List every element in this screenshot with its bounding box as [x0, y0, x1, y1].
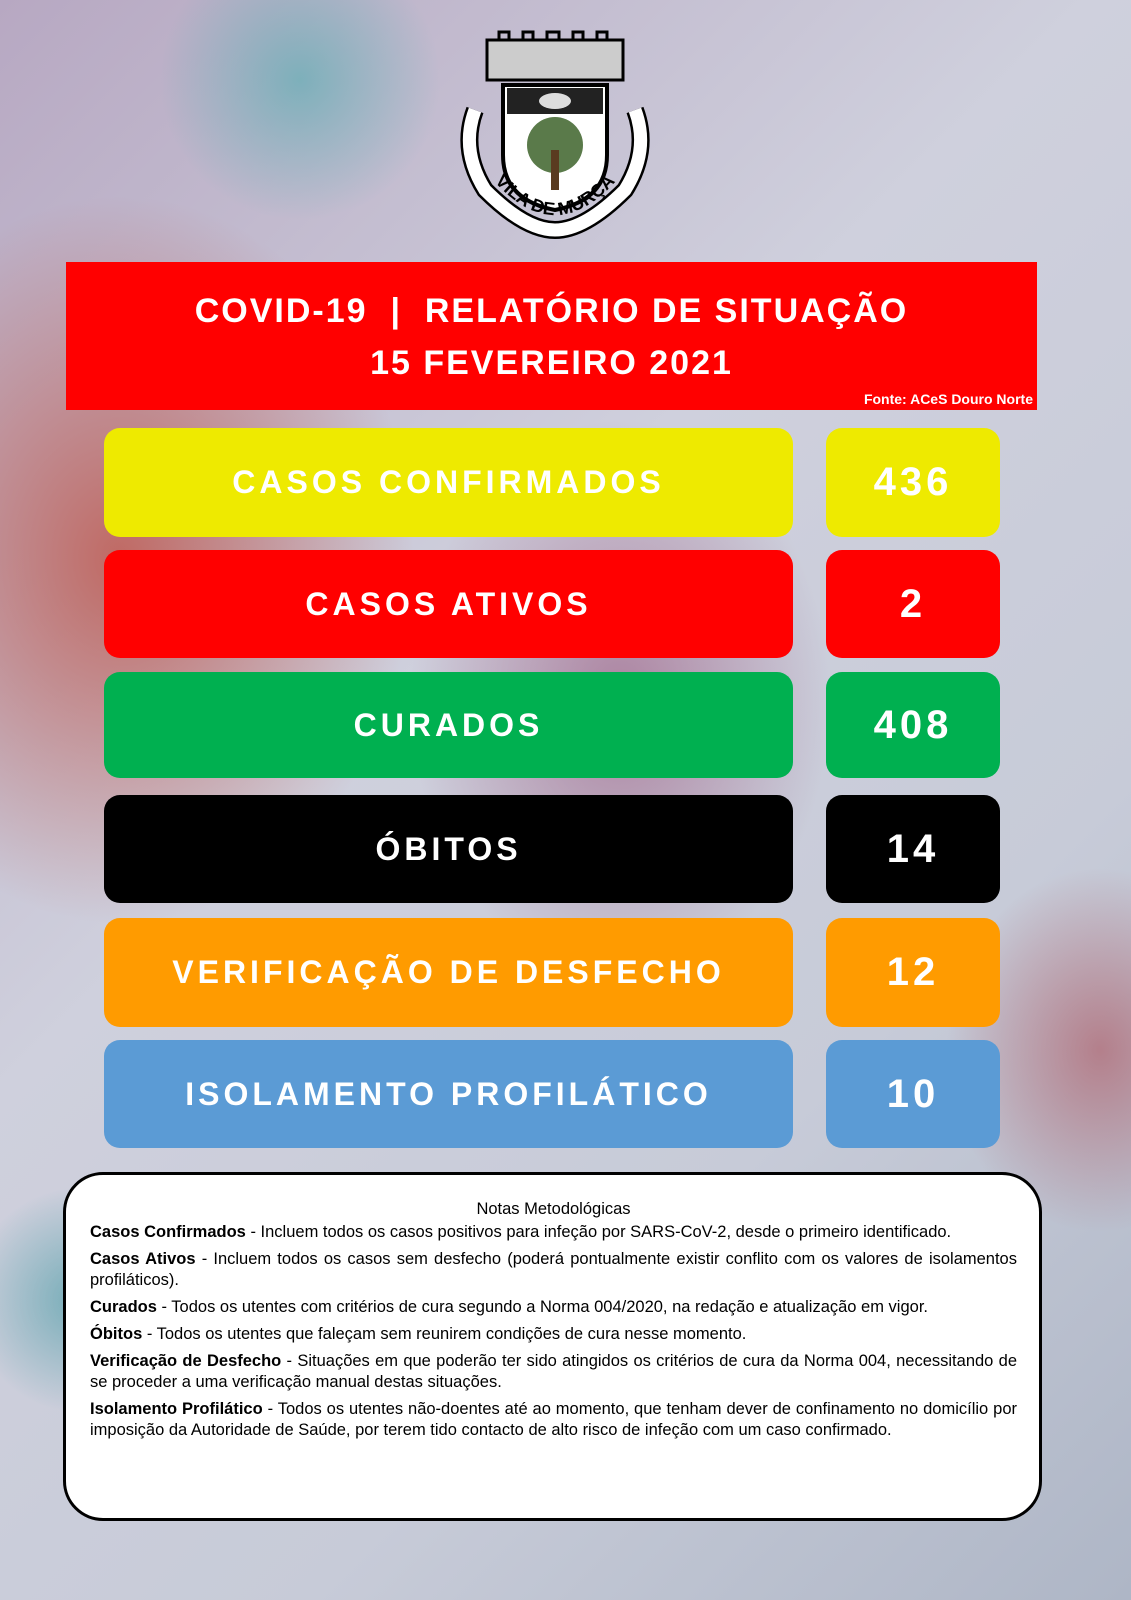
methodology-notes: Notas Metodológicas Casos Confirmados - …	[63, 1172, 1042, 1521]
stat-value-recovered: 408	[826, 672, 1000, 778]
stat-label-deaths: ÓBITOS	[104, 795, 793, 903]
notes-title: Notas Metodológicas	[476, 1200, 631, 1218]
stat-label-active: CASOS ATIVOS	[104, 550, 793, 658]
note-item: Casos Ativos - Incluem todos os casos se…	[90, 1249, 1017, 1291]
stat-value-outcome-verification: 12	[826, 918, 1000, 1027]
note-term: Verificação de Desfecho	[90, 1352, 282, 1370]
report-date: 15 FEVEREIRO 2021	[370, 344, 733, 382]
note-text: - Incluem todos os casos positivos para …	[245, 1223, 952, 1241]
stat-value-confirmed: 436	[826, 428, 1000, 537]
note-term: Casos Ativos	[90, 1250, 196, 1268]
stat-label-recovered: CURADOS	[104, 672, 793, 778]
data-source: Fonte: ACeS Douro Norte	[863, 391, 1033, 407]
note-term: Casos Confirmados	[90, 1223, 246, 1241]
stat-label-outcome-verification: VERIFICAÇÃO DE DESFECHO	[104, 918, 793, 1027]
note-text: - Todos os utentes não-doentes até ao mo…	[90, 1400, 1017, 1439]
report-header: COVID-19 | RELATÓRIO DE SITUAÇÃO 15 FEVE…	[66, 262, 1037, 410]
note-text: - Todos os utentes que faleçam sem reuni…	[142, 1325, 747, 1343]
stat-value-prophylactic-isolation: 10	[826, 1040, 1000, 1148]
note-term: Curados	[90, 1298, 157, 1316]
stat-value-deaths: 14	[826, 795, 1000, 903]
note-item: Curados - Todos os utentes com critérios…	[90, 1297, 1017, 1318]
note-item: Isolamento Profilático - Todos os utente…	[90, 1399, 1017, 1441]
note-text: - Todos os utentes com critérios de cura…	[156, 1298, 928, 1316]
stat-value-active: 2	[826, 550, 1000, 658]
stat-label-confirmed: CASOS CONFIRMADOS	[104, 428, 793, 537]
note-text: - Situações em que poderão ter sido atin…	[90, 1352, 1017, 1391]
note-item: Casos Confirmados - Incluem todos os cas…	[90, 1222, 1017, 1243]
note-item: Verificação de Desfecho - Situações em q…	[90, 1351, 1017, 1393]
note-item: Óbitos - Todos os utentes que faleçam se…	[90, 1324, 1017, 1345]
note-text: - Incluem todos os casos sem desfecho (p…	[90, 1250, 1017, 1289]
municipal-coat-of-arms-logo: VILA DE MURÇA	[460, 30, 650, 240]
report-title: COVID-19 | RELATÓRIO DE SITUAÇÃO	[194, 292, 909, 330]
stat-label-prophylactic-isolation: ISOLAMENTO PROFILÁTICO	[104, 1040, 793, 1148]
note-term: Isolamento Profilático	[90, 1400, 263, 1418]
note-term: Óbitos	[90, 1325, 143, 1343]
